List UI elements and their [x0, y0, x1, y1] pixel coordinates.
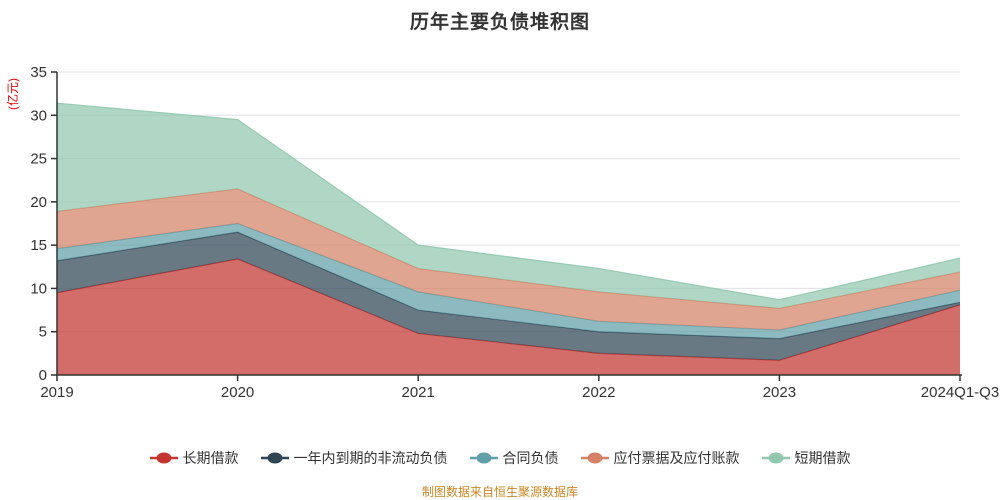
x-tick-label: 2021: [402, 384, 435, 401]
legend-item-2[interactable]: 合同负债: [469, 448, 559, 468]
legend-marker-icon: [149, 452, 178, 464]
area-series-0: [57, 258, 960, 375]
x-tick-label: 2019: [40, 384, 73, 401]
y-tick-label: 30: [30, 107, 47, 124]
x-tick-label: 2020: [221, 384, 254, 401]
legend: 长期借款 一年内到期的非流动负债 合同负债 应付票据及应付账款 短期借款: [0, 445, 1000, 471]
legend-item-label: 合同负债: [502, 450, 559, 466]
y-tick-label: 15: [30, 237, 47, 254]
area-series-3: [57, 188, 960, 330]
legend-item-label: 短期借款: [794, 450, 851, 466]
area-series-4: [57, 103, 960, 309]
y-axis-unit-label: (亿元): [5, 78, 20, 110]
legend-marker-icon: [761, 452, 790, 464]
y-tick-label: 20: [30, 194, 47, 211]
y-tick-label: 0: [39, 367, 47, 384]
stacked-areas: [56, 102, 961, 375]
x-tick-label: 2022: [582, 384, 615, 401]
line-series-4: [56, 102, 961, 301]
legend-item-label: 应付票据及应付账款: [613, 450, 740, 466]
legend-marker-icon: [580, 452, 609, 464]
legend-item-label: 一年内到期的非流动负债: [293, 450, 448, 466]
y-tick-label: 10: [30, 280, 47, 297]
axes: 0 5 10 15 20 25 30 35 2019 2020 2021 2022 2023 2024Q1…: [30, 64, 999, 401]
y-tick-label: 5: [39, 324, 47, 341]
chart-title: 历年主要负债堆积图: [409, 12, 590, 33]
stacked-area-plot: 0 5 10 15 20 25 30 35 2019 2020 2021 2022 2023 2024Q1…: [5, 64, 999, 401]
legend-item-4[interactable]: 短期借款: [761, 448, 851, 468]
area-series-2: [57, 223, 960, 339]
x-tick-label: 2023: [763, 384, 796, 401]
data-source-note: 制图数据来自恒生聚源数据库: [421, 485, 578, 499]
y-tick-label: 25: [30, 151, 47, 168]
legend-marker-icon: [260, 452, 289, 464]
x-tick-label: 2024Q1-Q3: [921, 384, 999, 401]
y-tick-label: 35: [30, 64, 47, 81]
legend-item-0[interactable]: 长期借款: [149, 448, 239, 468]
legend-item-label: 长期借款: [182, 450, 239, 466]
legend-marker-icon: [469, 452, 498, 464]
legend-item-3[interactable]: 应付票据及应付账款: [580, 448, 740, 468]
area-series-1: [57, 232, 960, 361]
legend-item-1[interactable]: 一年内到期的非流动负债: [260, 448, 448, 468]
